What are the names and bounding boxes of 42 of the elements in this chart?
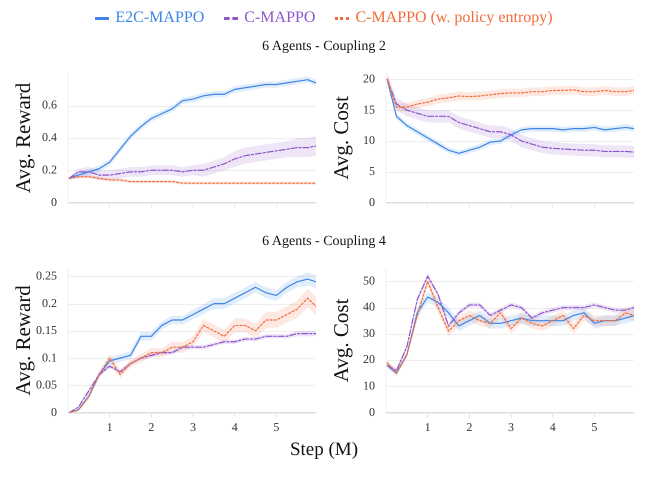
x-tick-label: 5 — [591, 420, 598, 434]
x-axis-title: Step (M) — [288, 439, 360, 461]
legend-label: E2C-MAPPO — [115, 9, 204, 27]
y-tick-label: 5 — [369, 164, 375, 178]
y-tick-label: 0.15 — [36, 323, 57, 338]
x-tick-label: 5 — [273, 420, 280, 434]
legend-label: C-MAPPO (w. policy entropy) — [355, 9, 553, 27]
x-tick-label: 3 — [190, 420, 196, 434]
x-tick-label: 4 — [232, 420, 238, 434]
y-tick-label: 0.4 — [42, 130, 57, 144]
line-series — [68, 145, 316, 179]
y-tick-label: 10 — [363, 378, 375, 392]
chart-title: 6 Agents - Coupling 2 — [261, 39, 387, 55]
x-tick-label: 4 — [550, 420, 556, 434]
y-tick-label: 0.05 — [36, 378, 57, 392]
y-tick-label: 30 — [363, 326, 375, 340]
y-tick-label: 0.1 — [42, 350, 57, 364]
y-tick-label: 0.2 — [42, 162, 57, 176]
y-tick-label: 20 — [363, 72, 375, 86]
y-tick-label: 0 — [369, 404, 375, 419]
y-axis-title: Avg. Cost — [329, 96, 354, 180]
chart-title: 6 Agents - Coupling 4 — [261, 234, 387, 250]
x-tick-label: 1 — [424, 420, 431, 434]
y-tick-label: 15 — [363, 102, 375, 116]
y-axis-title: Avg. Cost — [329, 298, 354, 382]
x-tick-label: 3 — [508, 420, 514, 434]
y-tick-label: 0 — [51, 194, 57, 209]
y-tick-label: 0 — [51, 404, 57, 419]
y-tick-label: 0.6 — [42, 98, 57, 112]
y-tick-label: 0 — [369, 194, 375, 209]
y-tick-label: 10 — [363, 133, 375, 148]
y-tick-label: 20 — [363, 352, 375, 366]
y-tick-label: 0.25 — [36, 268, 57, 283]
y-tick-label: 40 — [363, 300, 375, 314]
x-tick-label: 2 — [148, 420, 154, 434]
y-axis-title: Avg. Reward — [11, 82, 36, 194]
x-tick-label: 1 — [106, 420, 113, 434]
y-axis-title: Avg. Reward — [11, 284, 36, 396]
legend-label: C-MAPPO — [244, 9, 316, 27]
y-tick-label: 0.2 — [42, 296, 57, 310]
x-tick-label: 2 — [466, 420, 472, 434]
y-tick-label: 50 — [363, 273, 375, 288]
